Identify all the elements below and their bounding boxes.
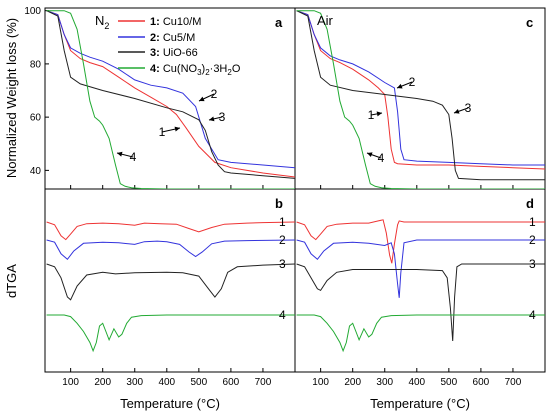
x-tick-label-b-400: 400 (158, 377, 175, 388)
legend-entry-3: 3: UiO-66 (150, 47, 198, 59)
annotation-label-c-2: 2 (409, 75, 416, 89)
dtga-curve-b-2 (46, 239, 295, 261)
curve-c-3 (296, 10, 545, 181)
panel-label-d: d (526, 196, 534, 211)
dtga-curve-d-4 (296, 314, 545, 353)
environment-label-n2: N2 (95, 13, 109, 31)
curve-c-4 (296, 10, 545, 189)
x-tick-label-b-200: 200 (94, 377, 111, 388)
curve-label-b-3: 3 (279, 257, 286, 271)
x-axis-title-right: Temperature (°C) (370, 396, 470, 411)
arrow-head-c-2 (397, 83, 403, 89)
x-tick-label-b-500: 500 (191, 377, 208, 388)
arrow-head-c-4 (367, 152, 373, 158)
y-tick-label-a-40: 40 (30, 166, 42, 177)
dtga-curve-b-3 (46, 263, 295, 301)
arrow-head-a-3 (209, 116, 215, 122)
legend-entry-2: 2: Cu5/M (150, 32, 195, 44)
x-tick-label-d-400: 400 (408, 377, 425, 388)
curve-a-2 (46, 10, 295, 169)
y-axis-title-bottom: dTGA (4, 264, 19, 298)
x-tick-label-b-100: 100 (62, 377, 79, 388)
x-axis-title-left: Temperature (°C) (120, 396, 220, 411)
arrow-head-a-1 (174, 126, 180, 132)
curve-label-b-2: 2 (279, 233, 286, 247)
legend: N2 1: Cu10/M 2: Cu5/M 3: UiO-66 4: Cu(NO… (95, 13, 241, 77)
dtga-curve-d-3 (296, 263, 545, 342)
annotation-label-c-3: 3 (465, 101, 472, 115)
y-tick-label-a-100: 100 (24, 6, 41, 17)
y-axis-title-top: Normalized Weight loss (%) (4, 18, 19, 178)
panel-label-b: b (275, 196, 283, 211)
curve-a-4 (46, 10, 295, 189)
x-tick-label-d-100: 100 (312, 377, 329, 388)
annotation-label-a-4: 4 (130, 150, 137, 164)
curve-label-b-1: 1 (279, 215, 286, 229)
arrow-head-c-1 (376, 111, 382, 117)
x-tick-label-b-700: 700 (255, 377, 272, 388)
annotation-label-a-1: 1 (159, 125, 166, 139)
y-tick-label-a-80: 80 (30, 59, 42, 70)
annotation-label-c-4: 4 (378, 151, 385, 165)
curve-label-b-4: 4 (279, 308, 286, 322)
dtga-curve-d-2 (296, 239, 545, 298)
annotation-label-a-2: 2 (211, 87, 218, 101)
x-tick-label-d-300: 300 (376, 377, 393, 388)
panel-label-c: c (526, 15, 533, 30)
arrow-head-a-2 (199, 96, 205, 102)
arrow-head-c-3 (454, 108, 460, 114)
curve-a-3 (46, 10, 295, 179)
legend-entry-1: 1: Cu10/M (150, 16, 201, 28)
x-tick-label-d-500: 500 (441, 377, 458, 388)
x-tick-label-d-200: 200 (344, 377, 361, 388)
curve-label-d-2: 2 (529, 233, 536, 247)
arrow-head-a-4 (117, 151, 123, 157)
curve-label-d-1: 1 (529, 215, 536, 229)
dtga-curve-b-4 (46, 314, 295, 353)
annotation-label-a-3: 3 (219, 110, 226, 124)
panel-label-a: a (275, 15, 283, 30)
environment-label-air: Air (317, 13, 334, 28)
tick-labels: 100 200 300 400 500 600 700 100 200 300 400 500 600 7… (24, 6, 521, 388)
legend-entry-4: 4: Cu(NO3)2·3H2O (150, 63, 241, 77)
curves (46, 10, 545, 353)
dtga-curve-d-1 (296, 219, 545, 264)
dtga-curve-b-1 (46, 221, 295, 241)
x-tick-label-b-600: 600 (223, 377, 240, 388)
x-tick-label-d-700: 700 (505, 377, 522, 388)
y-tick-label-a-60: 60 (30, 113, 42, 124)
annotation-label-c-1: 1 (368, 108, 375, 122)
curve-c-2 (296, 10, 545, 166)
x-tick-label-b-300: 300 (126, 377, 143, 388)
curve-c-1 (296, 10, 545, 170)
tick-marks (45, 10, 514, 372)
x-tick-label-d-600: 600 (473, 377, 490, 388)
curve-label-d-3: 3 (529, 257, 536, 271)
curve-label-d-4: 4 (529, 308, 536, 322)
